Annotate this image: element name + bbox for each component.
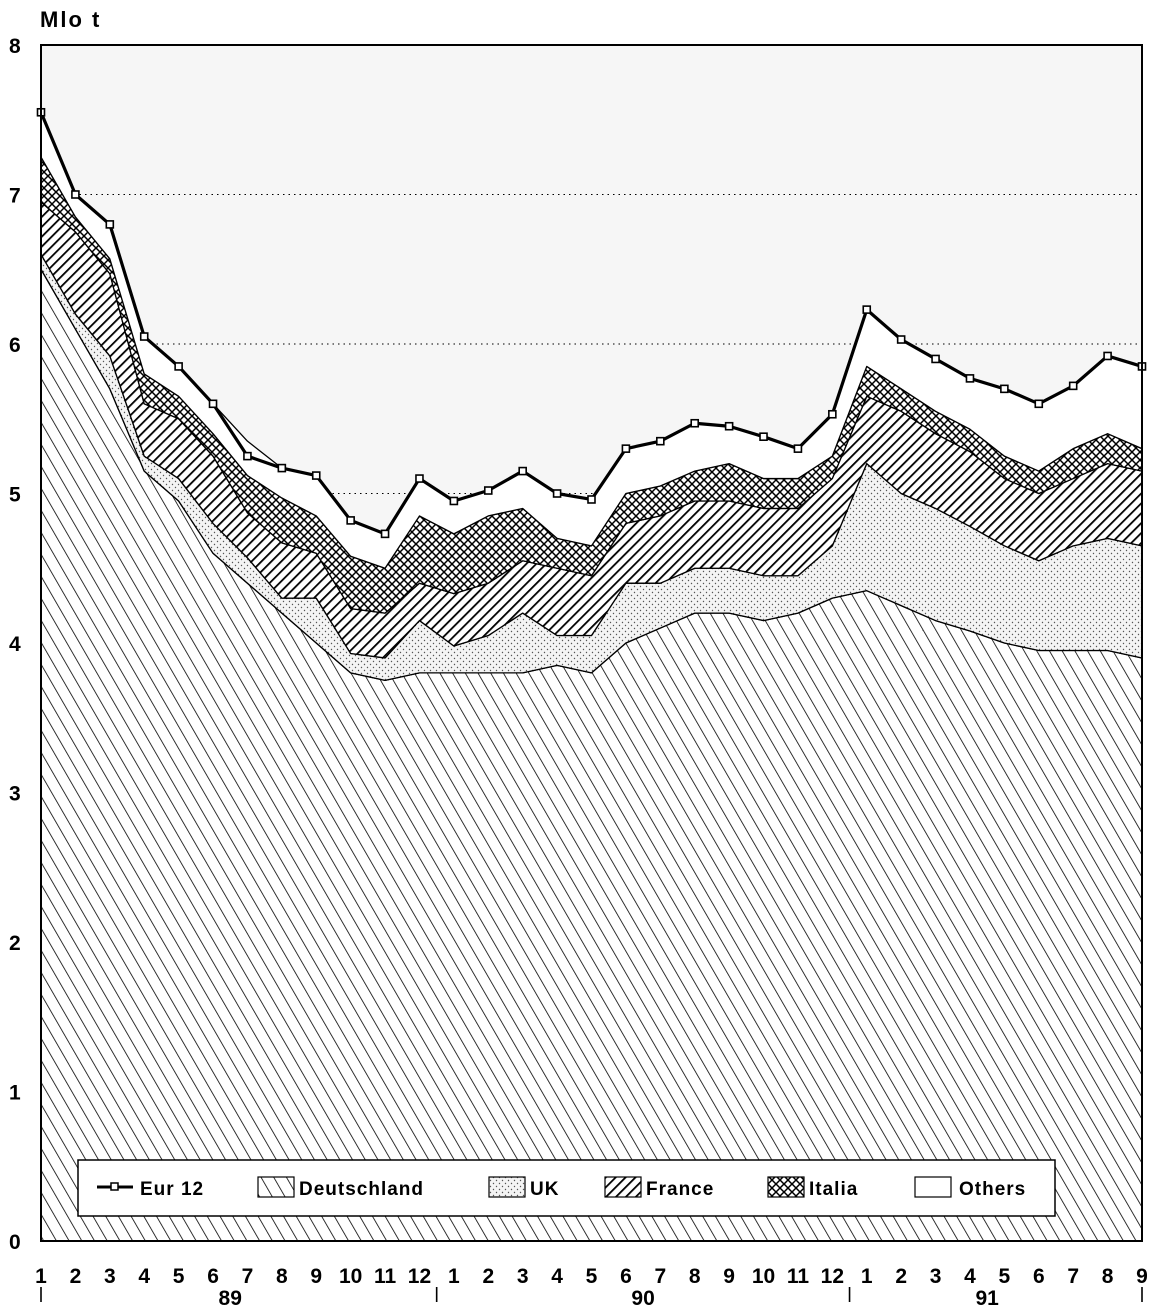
- eur12-point: [105, 220, 115, 229]
- y-axis-unit-label: Mlo t: [40, 7, 101, 32]
- x-tick-label: 3: [517, 1265, 529, 1288]
- legend: Eur 12 Deutschland UK France Italia Othe…: [77, 1159, 1056, 1217]
- x-tick-label: 7: [654, 1265, 666, 1288]
- legend-swatch-deutschland: [257, 1176, 295, 1198]
- y-tick-label: 4: [9, 633, 21, 656]
- eur12-point: [724, 421, 734, 431]
- y-tick-label: 7: [9, 185, 21, 208]
- x-tick-label: 1: [35, 1265, 47, 1288]
- x-tick-label: 5: [999, 1265, 1011, 1288]
- legend-swatch-italia: [767, 1176, 805, 1198]
- x-tick-label: 1: [448, 1265, 460, 1288]
- eur12-point: [1103, 351, 1112, 361]
- y-tick-label: 3: [9, 783, 21, 806]
- eur12-point: [483, 486, 493, 495]
- x-tick-label: 9: [723, 1265, 735, 1288]
- legend-label-eur12: Eur 12: [140, 1179, 204, 1200]
- x-tick-label: 10: [752, 1265, 775, 1288]
- year-label: 90: [631, 1287, 654, 1308]
- eur12-point: [1034, 399, 1044, 409]
- x-tick-label: 6: [207, 1265, 219, 1288]
- y-tick-label: 0: [9, 1231, 21, 1254]
- eur12-point: [380, 529, 390, 539]
- y-tick-label: 8: [9, 35, 21, 58]
- y-axis-ticks: 0 1 2 3 4 5 6 7 8: [9, 35, 21, 1254]
- x-axis-year-labels: 89 90 91: [40, 1287, 1143, 1308]
- legend-swatch-others: [914, 1176, 952, 1198]
- y-tick-label: 5: [9, 484, 21, 507]
- eur12-point: [415, 474, 424, 483]
- eur12-point: [931, 354, 940, 364]
- x-tick-label: 7: [242, 1265, 254, 1288]
- eur12-point: [1068, 381, 1078, 391]
- legend-swatch-france: [604, 1176, 642, 1198]
- x-tick-label: 6: [1033, 1265, 1045, 1288]
- x-axis-ticks: 1 2 3 4 5 6 7 8 9 10 11 12 1 2 3 4 5 6 7 8 9 10 11 12 1 2 3 4 5 6 7 8 9: [35, 1265, 1148, 1288]
- eur12-point: [862, 305, 872, 314]
- x-tick-label: 12: [408, 1265, 431, 1288]
- eur12-point: [277, 463, 287, 473]
- eur12-point: [896, 335, 906, 344]
- eur12-point: [1000, 384, 1009, 394]
- legend-label-uk: UK: [530, 1179, 559, 1200]
- eur12-point: [621, 444, 631, 453]
- x-tick-label: 9: [1136, 1265, 1148, 1288]
- x-tick-label: 2: [895, 1265, 907, 1288]
- eur12-point: [552, 489, 562, 498]
- eur12-line-series: [36, 107, 1147, 539]
- x-tick-label: 5: [173, 1265, 185, 1288]
- year-label: 89: [219, 1287, 242, 1308]
- eur12-point: [828, 409, 837, 419]
- x-tick-label: 9: [310, 1265, 322, 1288]
- x-tick-label: 2: [482, 1265, 494, 1288]
- y-tick-label: 1: [9, 1082, 21, 1105]
- eur12-point: [311, 471, 321, 480]
- x-tick-label: 10: [339, 1265, 362, 1288]
- x-tick-label: 4: [138, 1265, 150, 1288]
- x-tick-label: 11: [374, 1265, 397, 1288]
- year-label: 91: [975, 1287, 999, 1308]
- legend-label-italia: Italia: [809, 1179, 858, 1200]
- x-tick-label: 4: [964, 1265, 976, 1288]
- eur12-point: [690, 418, 700, 428]
- eur12-point: [243, 451, 252, 461]
- eur12-point: [71, 190, 80, 199]
- legend-label-france: France: [646, 1179, 714, 1200]
- x-tick-label: 11: [787, 1265, 810, 1288]
- legend-label-deutschland: Deutschland: [299, 1179, 424, 1200]
- y-tick-label: 6: [9, 334, 21, 357]
- eur12-point: [656, 436, 665, 446]
- legend-box: [77, 1159, 1056, 1217]
- eur12-point: [208, 399, 218, 409]
- x-tick-label: 4: [551, 1265, 563, 1288]
- x-tick-label: 2: [70, 1265, 82, 1288]
- x-tick-label: 6: [620, 1265, 632, 1288]
- eur12-point: [587, 495, 596, 504]
- eur12-point: [346, 516, 355, 525]
- x-tick-label: 8: [689, 1265, 701, 1288]
- y-tick-label: 2: [9, 932, 21, 955]
- x-tick-label: 8: [1102, 1265, 1114, 1288]
- x-tick-label: 3: [930, 1265, 942, 1288]
- x-tick-label: 8: [276, 1265, 288, 1288]
- eur12-point: [793, 444, 803, 453]
- eur12-point: [174, 362, 183, 371]
- legend-swatch-eur12-marker: [110, 1182, 119, 1191]
- eur12-point: [759, 432, 768, 441]
- eur12-point: [965, 374, 975, 383]
- x-tick-label: 3: [104, 1265, 116, 1288]
- plot-frame: [40, 44, 1143, 1242]
- x-tick-label: 7: [1067, 1265, 1079, 1288]
- legend-swatch-uk: [488, 1176, 526, 1198]
- eur12-point: [518, 466, 527, 476]
- x-tick-label: 12: [821, 1265, 844, 1288]
- x-tick-label: 1: [861, 1265, 873, 1288]
- eur12-point: [139, 332, 149, 341]
- legend-label-others: Others: [959, 1179, 1026, 1200]
- x-tick-label: 5: [586, 1265, 598, 1288]
- eur12-point: [449, 496, 459, 506]
